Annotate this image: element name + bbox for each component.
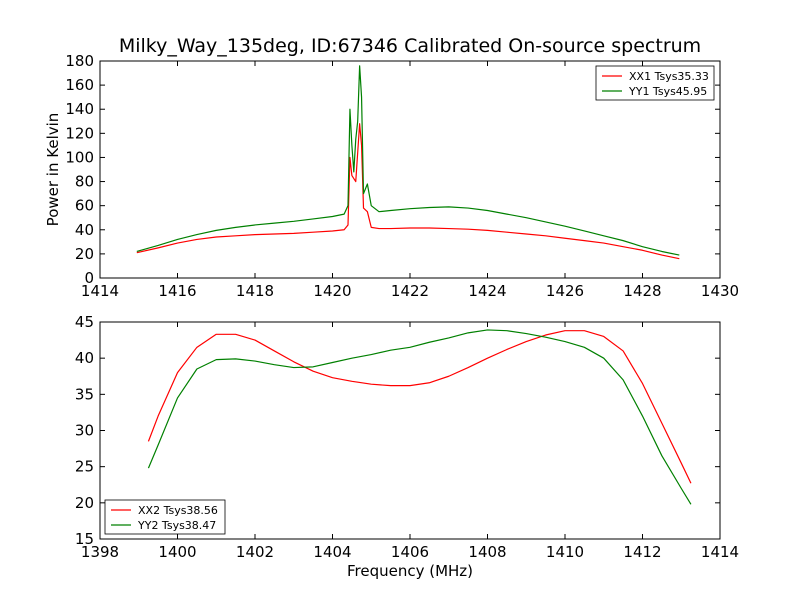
y-tick-label-0-0: 0 bbox=[84, 269, 94, 287]
bottom-panel-xx2-yy2: 1398 1400 1402 1404 1406 1408 1410 1412 1414 15 20… bbox=[75, 313, 739, 580]
y-tick-label-1-3: 30 bbox=[75, 422, 94, 440]
x-tick-label-1-5: 1408 bbox=[468, 543, 506, 561]
x-axis-label-1: Frequency (MHz) bbox=[347, 562, 473, 580]
y-tick-label-0-6: 120 bbox=[65, 124, 94, 142]
y-tick-label-0-2: 40 bbox=[75, 221, 94, 239]
y-tick-label-1-5: 40 bbox=[75, 349, 94, 367]
y-tick-label-0-1: 20 bbox=[75, 245, 94, 263]
legend-box-1 bbox=[104, 499, 226, 535]
x-tick-label-1-6: 1410 bbox=[546, 543, 584, 561]
series-line-0-0 bbox=[136, 123, 680, 260]
legend-0: XX1 Tsys35.33 YY1 Tsys45.95 bbox=[595, 65, 715, 101]
x-tick-label-0-6: 1426 bbox=[546, 282, 584, 300]
x-tick-label-1-1: 1400 bbox=[158, 543, 196, 561]
y-tick-label-0-9: 180 bbox=[65, 52, 94, 70]
series-line-0-1 bbox=[136, 65, 680, 256]
x-tick-label-0-2: 1418 bbox=[236, 282, 274, 300]
y-tick-label-0-8: 160 bbox=[65, 76, 94, 94]
y-tick-label-1-2: 25 bbox=[75, 458, 94, 476]
y-tick-label-1-6: 45 bbox=[75, 313, 94, 331]
x-tick-label-0-0: 1414 bbox=[81, 282, 119, 300]
series-line-1-1 bbox=[147, 329, 692, 505]
legend-entry-1-1: YY2 Tsys38.47 bbox=[137, 519, 216, 532]
x-tick-label-0-4: 1422 bbox=[391, 282, 429, 300]
legend-entry-0-1: YY1 Tsys45.95 bbox=[628, 85, 707, 98]
x-tick-label-0-7: 1428 bbox=[623, 282, 661, 300]
x-tick-label-1-3: 1404 bbox=[313, 543, 351, 561]
x-tick-label-1-7: 1412 bbox=[623, 543, 661, 561]
x-tick-label-0-1: 1416 bbox=[158, 282, 196, 300]
legend-box-0 bbox=[595, 65, 715, 101]
x-tick-label-1-4: 1406 bbox=[391, 543, 429, 561]
y-axis-label-0: Power in Kelvin bbox=[44, 113, 62, 227]
x-tick-label-1-0: 1398 bbox=[81, 543, 119, 561]
y-tick-label-0-7: 140 bbox=[65, 100, 94, 118]
x-tick-label-1-2: 1402 bbox=[236, 543, 274, 561]
legend-entry-0-0: XX1 Tsys35.33 bbox=[629, 70, 709, 83]
y-tick-label-1-1: 20 bbox=[75, 494, 94, 512]
legend-1: XX2 Tsys38.56 YY2 Tsys38.47 bbox=[104, 499, 226, 535]
x-tick-label-0-3: 1420 bbox=[313, 282, 351, 300]
y-tick-label-0-3: 60 bbox=[75, 197, 94, 215]
x-tick-label-0-5: 1424 bbox=[468, 282, 506, 300]
figure-title: Milky_Way_135deg, ID:67346 Calibrated On… bbox=[119, 35, 701, 57]
y-tick-label-1-4: 35 bbox=[75, 385, 94, 403]
y-tick-label-1-0: 15 bbox=[75, 530, 94, 548]
y-tick-label-0-5: 100 bbox=[65, 148, 94, 166]
y-tick-label-0-4: 80 bbox=[75, 173, 94, 191]
legend-entry-1-0: XX2 Tsys38.56 bbox=[138, 504, 218, 517]
x-tick-label-0-8: 1430 bbox=[701, 282, 739, 300]
series-line-1-0 bbox=[147, 330, 692, 484]
top-panel-xx1-yy1: 1414 1416 1418 1420 1422 1424 1426 1428 1430 0 20 4… bbox=[44, 52, 739, 300]
x-tick-label-1-8: 1414 bbox=[701, 543, 739, 561]
